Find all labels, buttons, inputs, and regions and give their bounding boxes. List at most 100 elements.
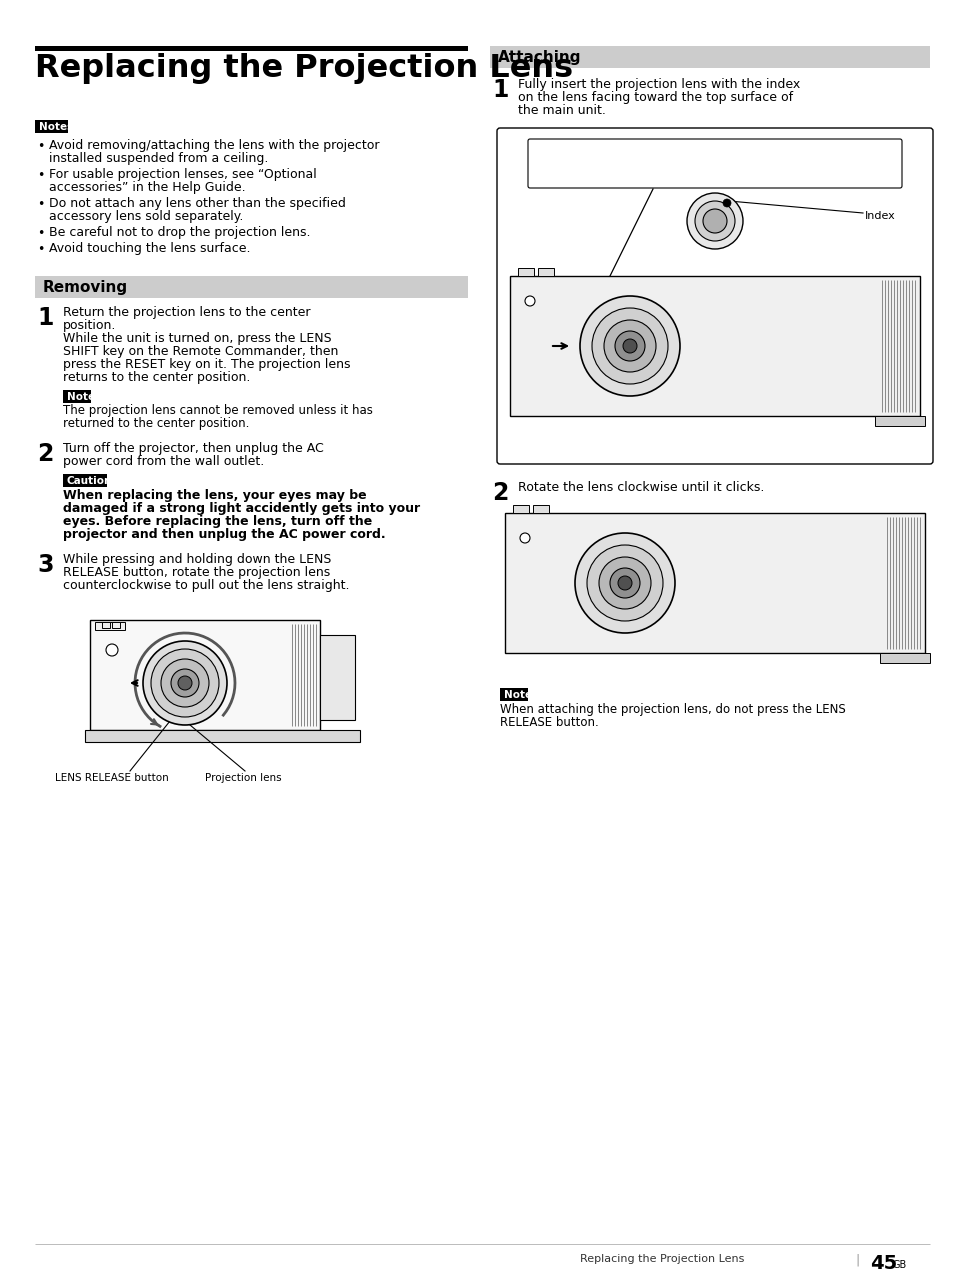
Circle shape (579, 296, 679, 396)
Text: 1: 1 (492, 78, 508, 102)
Text: installed suspended from a ceiling.: installed suspended from a ceiling. (49, 152, 268, 166)
Text: on the lens facing toward the top surface of: on the lens facing toward the top surfac… (517, 90, 792, 104)
Text: 2: 2 (37, 442, 53, 466)
Bar (35, 276, 468, 298)
Text: Be careful not to drop the projection lens.: Be careful not to drop the projection le… (49, 225, 310, 240)
Circle shape (695, 201, 734, 241)
Text: When replacing the lens, your eyes may be: When replacing the lens, your eyes may b… (63, 489, 366, 502)
Bar (504, 513, 924, 654)
Text: Fully insert the projection lens with the index: Fully insert the projection lens with th… (517, 78, 800, 90)
Text: RELEASE button.: RELEASE button. (499, 716, 598, 729)
Circle shape (575, 533, 675, 633)
Text: Removing: Removing (43, 280, 128, 296)
Text: Return the projection lens to the center: Return the projection lens to the center (63, 306, 310, 318)
Circle shape (609, 568, 639, 598)
Bar (490, 46, 929, 68)
Circle shape (519, 533, 530, 543)
Bar (85, 730, 359, 741)
Text: Rotate the lens clockwise until it clicks.: Rotate the lens clockwise until it click… (517, 482, 763, 494)
Text: power cord from the wall outlet.: power cord from the wall outlet. (63, 455, 264, 468)
Circle shape (178, 676, 192, 691)
Text: 1: 1 (37, 306, 53, 330)
Bar (513, 505, 529, 513)
Text: When attaching the projection lens, do not press the LENS: When attaching the projection lens, do n… (499, 703, 845, 716)
Bar (35, 46, 468, 51)
Text: 3: 3 (37, 553, 53, 577)
Bar (102, 622, 110, 628)
Circle shape (143, 641, 227, 725)
Text: Turn off the projector, then unplug the AC: Turn off the projector, then unplug the … (63, 442, 323, 455)
Text: projector and then unplug the AC power cord.: projector and then unplug the AC power c… (63, 527, 385, 541)
Bar (63, 474, 108, 487)
Text: returned to the center position.: returned to the center position. (63, 417, 249, 431)
Circle shape (171, 669, 199, 697)
Text: 45: 45 (869, 1254, 897, 1273)
Text: For usable projection lenses, see “Optional: For usable projection lenses, see “Optio… (49, 168, 316, 181)
Text: GB: GB (892, 1260, 906, 1270)
Circle shape (598, 557, 650, 609)
Bar (95, 622, 125, 631)
Text: Caution: Caution (67, 476, 112, 485)
Circle shape (592, 308, 667, 383)
Text: Avoid touching the lens surface.: Avoid touching the lens surface. (49, 242, 251, 255)
Text: accessories” in the Help Guide.: accessories” in the Help Guide. (49, 181, 245, 194)
Text: While pressing and holding down the LENS: While pressing and holding down the LENS (63, 553, 331, 566)
Bar (874, 417, 924, 426)
Bar (90, 620, 319, 730)
Text: returns to the center position.: returns to the center position. (63, 371, 250, 383)
Text: SHIFT key on the Remote Commander, then: SHIFT key on the Remote Commander, then (63, 345, 338, 358)
Circle shape (722, 199, 730, 206)
Text: Projection lens: Projection lens (205, 773, 281, 784)
FancyBboxPatch shape (527, 139, 901, 189)
Text: •: • (37, 140, 45, 153)
Bar (879, 654, 929, 662)
Text: 2: 2 (492, 482, 508, 505)
Text: damaged if a strong light accidently gets into your: damaged if a strong light accidently get… (63, 502, 419, 515)
Text: Note: Note (67, 392, 95, 403)
Text: The projection lens cannot be removed unless it has: The projection lens cannot be removed un… (63, 404, 373, 417)
Text: eyes. Before replacing the lens, turn off the: eyes. Before replacing the lens, turn of… (63, 515, 372, 527)
Bar (35, 120, 69, 132)
FancyBboxPatch shape (497, 127, 932, 464)
Circle shape (603, 320, 656, 372)
Text: Avoid removing/attaching the lens with the projector: Avoid removing/attaching the lens with t… (49, 139, 379, 152)
Circle shape (586, 545, 662, 620)
Bar (510, 276, 919, 417)
Text: LENS RELEASE button: LENS RELEASE button (55, 773, 169, 784)
Text: accessory lens sold separately.: accessory lens sold separately. (49, 210, 243, 223)
Text: counterclockwise to pull out the lens straight.: counterclockwise to pull out the lens st… (63, 578, 349, 592)
Bar (533, 505, 548, 513)
Text: Index: Index (864, 211, 895, 220)
Text: Notes: Notes (39, 122, 73, 132)
Text: •: • (37, 227, 45, 240)
Circle shape (524, 296, 535, 306)
Bar (537, 268, 554, 276)
Text: position.: position. (63, 318, 116, 333)
Bar (499, 688, 527, 701)
Bar (319, 634, 355, 720)
Text: While the unit is turned on, press the LENS: While the unit is turned on, press the L… (63, 333, 332, 345)
Text: •: • (37, 243, 45, 256)
Bar (866, 1249, 924, 1269)
Circle shape (106, 643, 118, 656)
Bar (112, 622, 120, 628)
Text: Note: Note (503, 691, 532, 699)
Bar (63, 390, 91, 403)
Circle shape (161, 659, 209, 707)
Circle shape (615, 331, 644, 361)
Circle shape (151, 648, 219, 717)
Text: Replacing the Projection Lens: Replacing the Projection Lens (35, 54, 573, 84)
Text: Top of surface of the main unit: Top of surface of the main unit (629, 149, 800, 159)
Text: the main unit.: the main unit. (517, 104, 605, 117)
Text: •: • (37, 197, 45, 211)
Text: Attaching: Attaching (497, 50, 581, 65)
Text: |: | (854, 1254, 859, 1268)
Circle shape (618, 576, 631, 590)
Circle shape (686, 192, 742, 248)
Bar (517, 268, 534, 276)
Circle shape (702, 209, 726, 233)
Circle shape (622, 339, 637, 353)
Text: press the RESET key on it. The projection lens: press the RESET key on it. The projectio… (63, 358, 350, 371)
Text: Replacing the Projection Lens: Replacing the Projection Lens (579, 1254, 743, 1264)
Text: RELEASE button, rotate the projection lens: RELEASE button, rotate the projection le… (63, 566, 330, 578)
